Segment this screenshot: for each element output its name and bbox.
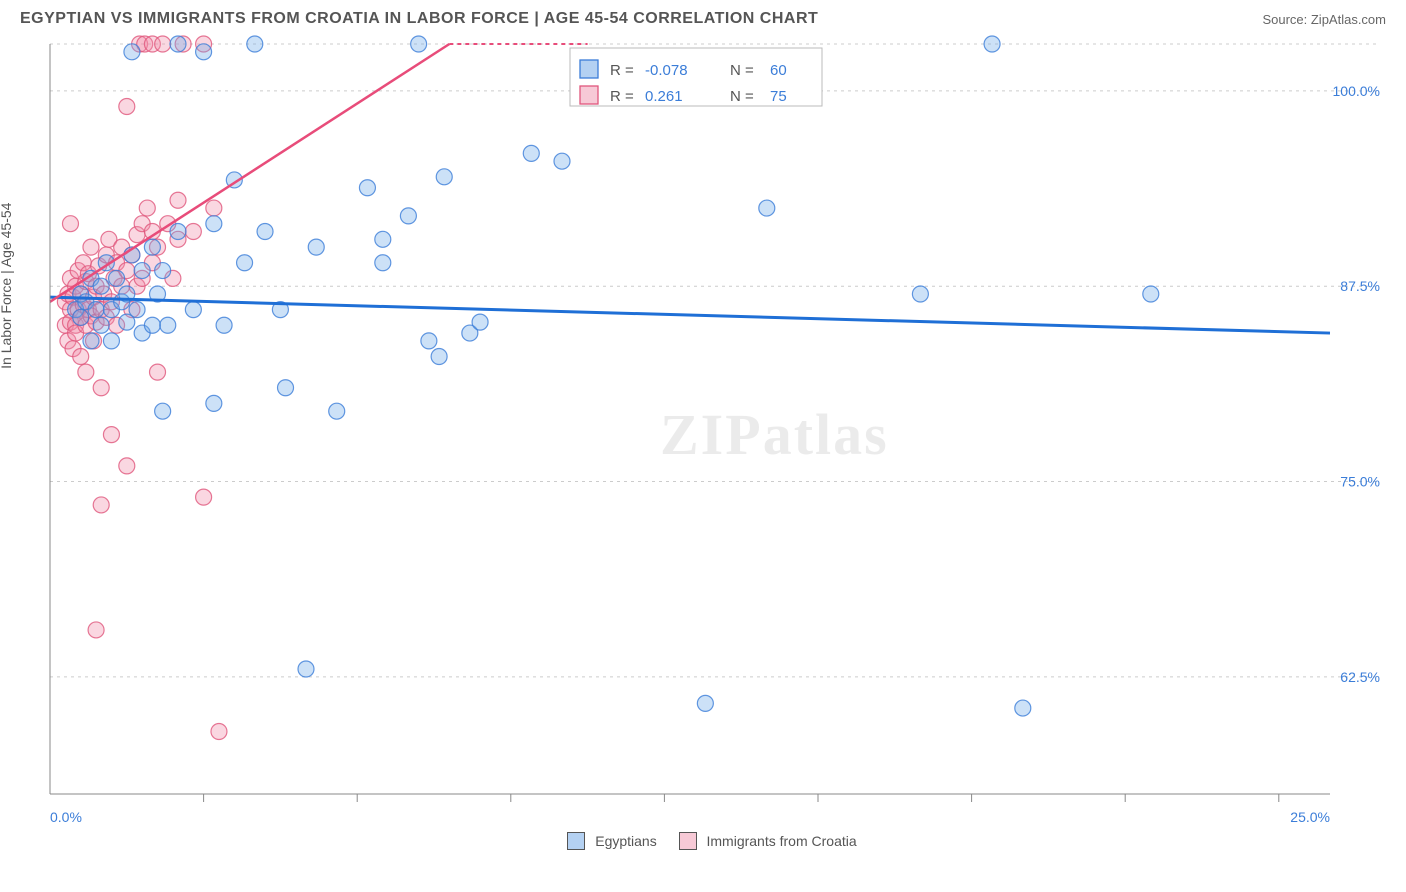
- series-blue: [68, 36, 1159, 716]
- x-tick-labels: 0.0% 25.0%: [50, 809, 1330, 825]
- y-axis-label: In Labor Force | Age 45-54: [0, 203, 14, 369]
- svg-text:25.0%: 25.0%: [1290, 809, 1330, 825]
- y-tick-labels: 62.5% 75.0% 87.5% 100.0%: [1333, 83, 1380, 685]
- svg-text:75: 75: [770, 88, 787, 105]
- stats-legend-box: R = -0.078 N = 60 R = 0.261 N = 75: [570, 48, 822, 106]
- chart-title: EGYPTIAN VS IMMIGRANTS FROM CROATIA IN L…: [20, 10, 818, 28]
- svg-text:N =: N =: [730, 62, 754, 79]
- legend-label-pink: Immigrants from Croatia: [707, 833, 857, 849]
- svg-text:0.261: 0.261: [645, 88, 683, 105]
- chart-area: In Labor Force | Age 45-54 62.5% 75.0% 87.…: [0, 34, 1406, 854]
- svg-text:R =: R =: [610, 88, 634, 105]
- scatter-chart-svg: 62.5% 75.0% 87.5% 100.0% 0.0% 25.0% ZIPatlas…: [40, 34, 1390, 834]
- legend-swatch-blue: [567, 832, 585, 850]
- legend-label-blue: Egyptians: [595, 833, 656, 849]
- svg-text:87.5%: 87.5%: [1340, 278, 1380, 294]
- svg-text:100.0%: 100.0%: [1333, 83, 1380, 99]
- svg-text:75.0%: 75.0%: [1340, 474, 1380, 490]
- svg-text:60: 60: [770, 62, 787, 79]
- svg-text:-0.078: -0.078: [645, 62, 688, 79]
- source-link[interactable]: ZipAtlas.com: [1311, 12, 1386, 27]
- svg-text:N =: N =: [730, 88, 754, 105]
- watermark: ZIPatlas: [660, 402, 889, 467]
- svg-text:62.5%: 62.5%: [1340, 669, 1380, 685]
- bottom-legend: Egyptians Immigrants from Croatia: [0, 832, 1406, 850]
- chart-source: Source: ZipAtlas.com: [1262, 12, 1386, 27]
- gridlines: [50, 44, 1380, 677]
- svg-text:0.0%: 0.0%: [50, 809, 82, 825]
- svg-text:R =: R =: [610, 62, 634, 79]
- series-pink: [57, 36, 227, 740]
- chart-header: EGYPTIAN VS IMMIGRANTS FROM CROATIA IN L…: [0, 0, 1406, 34]
- legend-swatch-pink: [679, 832, 697, 850]
